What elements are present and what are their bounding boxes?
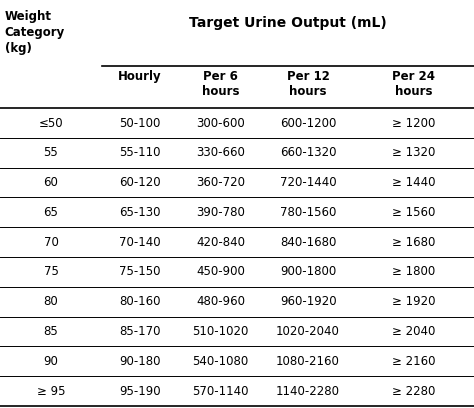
Text: 660-1320: 660-1320 <box>280 146 337 159</box>
Text: 600-1200: 600-1200 <box>280 117 336 129</box>
Text: 65-130: 65-130 <box>119 206 161 219</box>
Text: 85-170: 85-170 <box>119 325 161 338</box>
Text: 840-1680: 840-1680 <box>280 236 336 248</box>
Text: 540-1080: 540-1080 <box>192 355 248 368</box>
Text: 55: 55 <box>44 146 58 159</box>
Text: 60-120: 60-120 <box>119 176 161 189</box>
Text: ≥ 2160: ≥ 2160 <box>392 355 435 368</box>
Text: 75-150: 75-150 <box>119 266 161 278</box>
Text: 95-190: 95-190 <box>119 385 161 397</box>
Text: ≥ 1440: ≥ 1440 <box>392 176 435 189</box>
Text: 960-1920: 960-1920 <box>280 295 337 308</box>
Text: ≥ 1560: ≥ 1560 <box>392 206 435 219</box>
Text: 90: 90 <box>44 355 58 368</box>
Text: ≥ 2040: ≥ 2040 <box>392 325 435 338</box>
Text: 720-1440: 720-1440 <box>280 176 337 189</box>
Text: 450-900: 450-900 <box>196 266 245 278</box>
Text: 510-1020: 510-1020 <box>192 325 248 338</box>
Text: 70-140: 70-140 <box>119 236 161 248</box>
Text: 1140-2280: 1140-2280 <box>276 385 340 397</box>
Text: Per 6
hours: Per 6 hours <box>201 70 239 98</box>
Text: 70: 70 <box>44 236 58 248</box>
Text: 75: 75 <box>44 266 58 278</box>
Text: Hourly: Hourly <box>118 70 162 83</box>
Text: 360-720: 360-720 <box>196 176 245 189</box>
Text: ≥ 1920: ≥ 1920 <box>392 295 435 308</box>
Text: 420-840: 420-840 <box>196 236 245 248</box>
Text: ≥ 2280: ≥ 2280 <box>392 385 435 397</box>
Text: Per 12
hours: Per 12 hours <box>287 70 329 98</box>
Text: 65: 65 <box>44 206 58 219</box>
Text: Per 24
hours: Per 24 hours <box>392 70 435 98</box>
Text: 900-1800: 900-1800 <box>280 266 336 278</box>
Text: 55-110: 55-110 <box>119 146 161 159</box>
Text: Weight
Category
(kg): Weight Category (kg) <box>5 10 65 55</box>
Text: ≥ 1320: ≥ 1320 <box>392 146 435 159</box>
Text: Target Urine Output (mL): Target Urine Output (mL) <box>189 16 387 30</box>
Text: 60: 60 <box>44 176 58 189</box>
Text: ≤50: ≤50 <box>39 117 63 129</box>
Text: 330-660: 330-660 <box>196 146 245 159</box>
Text: 80-160: 80-160 <box>119 295 161 308</box>
Text: 85: 85 <box>44 325 58 338</box>
Text: ≥ 1800: ≥ 1800 <box>392 266 435 278</box>
Text: 480-960: 480-960 <box>196 295 245 308</box>
Text: ≥ 1680: ≥ 1680 <box>392 236 435 248</box>
Text: 570-1140: 570-1140 <box>192 385 249 397</box>
Text: 80: 80 <box>44 295 58 308</box>
Text: 50-100: 50-100 <box>119 117 161 129</box>
Text: 390-780: 390-780 <box>196 206 245 219</box>
Text: 780-1560: 780-1560 <box>280 206 336 219</box>
Text: 1080-2160: 1080-2160 <box>276 355 340 368</box>
Text: 1020-2040: 1020-2040 <box>276 325 340 338</box>
Text: ≥ 1200: ≥ 1200 <box>392 117 435 129</box>
Text: ≥ 95: ≥ 95 <box>36 385 65 397</box>
Text: 300-600: 300-600 <box>196 117 245 129</box>
Text: 90-180: 90-180 <box>119 355 161 368</box>
